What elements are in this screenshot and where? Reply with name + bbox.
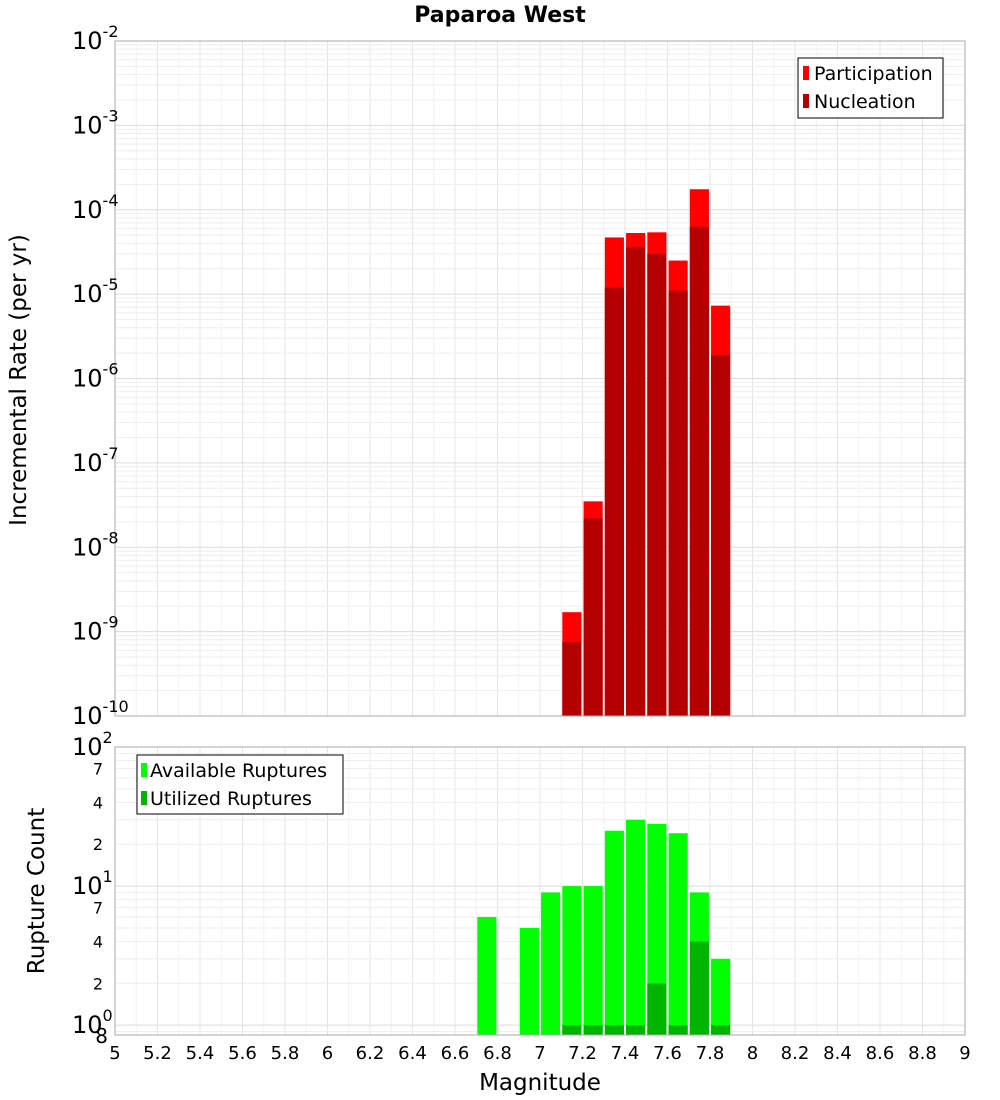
legend-label-nucleation: Nucleation: [814, 91, 916, 113]
top-y-tick-label: 10-3: [72, 106, 119, 139]
bottom-bar-s0: [541, 892, 561, 1035]
x-tick-label: 6.8: [483, 1043, 512, 1064]
bottom-y-tick-label: 101: [72, 867, 113, 900]
x-tick-label: 7: [534, 1043, 545, 1064]
x-tick-label: 6: [322, 1043, 333, 1064]
bottom-bar-s1: [626, 1025, 646, 1035]
bottom-bar-s0: [519, 927, 539, 1035]
top-y-tick-label: 10-2: [72, 22, 119, 55]
bottom-y-minor-tick-label: 2: [93, 835, 103, 854]
legend-swatch-participation: [803, 66, 809, 80]
x-tick-label: 5.2: [143, 1043, 172, 1064]
bottom-bar-s1: [604, 1025, 624, 1035]
top-y-tick-label: 10-8: [72, 528, 119, 561]
bottom-y-axis-label: Rupture Count: [24, 808, 50, 974]
top-y-tick-labels: 10-10 10-9 10-8 10-7 10-6 10-5 10-4 10-3 10-2: [72, 22, 129, 730]
bottom-bar-s0: [604, 830, 624, 1035]
x-tick-label: 7.4: [611, 1043, 640, 1064]
x-tick-label: 8.6: [866, 1043, 895, 1064]
top-legend: Participation Nucleation: [797, 57, 944, 119]
bottom-bar-s1: [583, 1025, 603, 1035]
x-tick-labels: 5 5.2 5.4 5.6 5.8 6 6.2 6.4 6.6 6.8 7 7.2 7.4 7.6 7.8 8…: [109, 1043, 970, 1064]
bottom-plot-frame: [114, 746, 966, 1036]
legend-swatch-available: [141, 763, 147, 777]
x-tick-label: 7.8: [696, 1043, 725, 1064]
top-bar-s1: [583, 518, 603, 716]
bottom-y-minor-tick-label: 4: [93, 793, 103, 812]
top-bar-s1: [626, 247, 646, 716]
bottom-bar-s0: [583, 886, 603, 1035]
x-tick-label: 7.6: [653, 1043, 682, 1064]
top-plot-frame: [114, 40, 966, 717]
legend-label-participation: Participation: [814, 63, 933, 85]
x-tick-label: 6.2: [356, 1043, 385, 1064]
x-tick-label: 9: [959, 1043, 970, 1064]
x-tick-label: 6.4: [398, 1043, 427, 1064]
x-tick-label: 5: [109, 1043, 120, 1064]
bottom-bars: [477, 819, 731, 1035]
bottom-bar-s1: [562, 1025, 582, 1035]
top-legend-box: [797, 57, 944, 119]
x-tick-label: 8.8: [908, 1043, 937, 1064]
top-bars: [562, 189, 731, 717]
bottom-bar-s0: [668, 833, 688, 1035]
top-bar-s1: [562, 642, 582, 716]
bottom-y-tick-labels: 100 101 102 2 4 7 2 4 7 8: [72, 728, 113, 1048]
bottom-y-tick-label: 102: [72, 728, 113, 761]
legend-label-utilized: Utilized Ruptures: [150, 788, 312, 810]
bottom-bar-s1: [647, 983, 667, 1035]
top-y-tick-label: 10-7: [72, 444, 119, 477]
top-y-tick-label: 10-5: [72, 275, 119, 308]
bottom-bar-s0: [477, 916, 497, 1035]
bottom-legend-box: [136, 754, 344, 815]
top-y-tick-label: 10-6: [72, 360, 119, 393]
legend-swatch-nucleation: [803, 94, 809, 108]
bottom-bar-s1: [689, 941, 709, 1035]
bottom-bar-s1: [668, 1025, 688, 1035]
x-tick-label: 8.2: [781, 1043, 810, 1064]
legend-swatch-utilized: [141, 791, 147, 805]
chart-title: Paparoa West: [414, 3, 586, 28]
bottom-bar-s0: [626, 819, 646, 1035]
top-bar-s1: [668, 290, 688, 716]
x-tick-label: 8: [747, 1043, 758, 1064]
bottom-y-minor-tick-label: 7: [93, 899, 103, 918]
bottom-bar-s1: [711, 1025, 731, 1035]
x-axis-label: Magnitude: [479, 1070, 601, 1096]
bottom-legend: Available Ruptures Utilized Ruptures: [136, 754, 344, 815]
x-tick-label: 5.6: [228, 1043, 257, 1064]
bottom-y-tick-label: 100: [72, 1006, 113, 1039]
bottom-bar-s0: [562, 886, 582, 1035]
top-grid: [114, 40, 966, 717]
bottom-y-tick-label-bottom: 8: [95, 1024, 108, 1048]
top-bar-s1: [711, 354, 731, 716]
bottom-bar-s0: [647, 823, 667, 1035]
x-tick-label: 5.8: [271, 1043, 300, 1064]
x-tick-label: 5.4: [186, 1043, 215, 1064]
x-tick-label: 6.6: [441, 1043, 470, 1064]
x-tick-label: 8.4: [823, 1043, 852, 1064]
bottom-y-minor-tick-label: 4: [93, 932, 103, 951]
bottom-y-minor-tick-label: 2: [93, 974, 103, 993]
x-tick-label: 7.2: [568, 1043, 597, 1064]
top-y-tick-label: 10-4: [72, 191, 119, 224]
bottom-y-minor-tick-label: 7: [93, 760, 103, 779]
top-bar-s1: [689, 226, 709, 716]
top-bar-s1: [604, 287, 624, 716]
top-y-tick-label: 10-10: [72, 697, 129, 730]
legend-label-available: Available Ruptures: [150, 760, 327, 782]
top-y-tick-label: 10-9: [72, 613, 119, 646]
bottom-bar-s0: [711, 958, 731, 1035]
top-bar-s1: [647, 253, 667, 716]
top-y-axis-label: Incremental Rate (per yr): [6, 234, 32, 526]
